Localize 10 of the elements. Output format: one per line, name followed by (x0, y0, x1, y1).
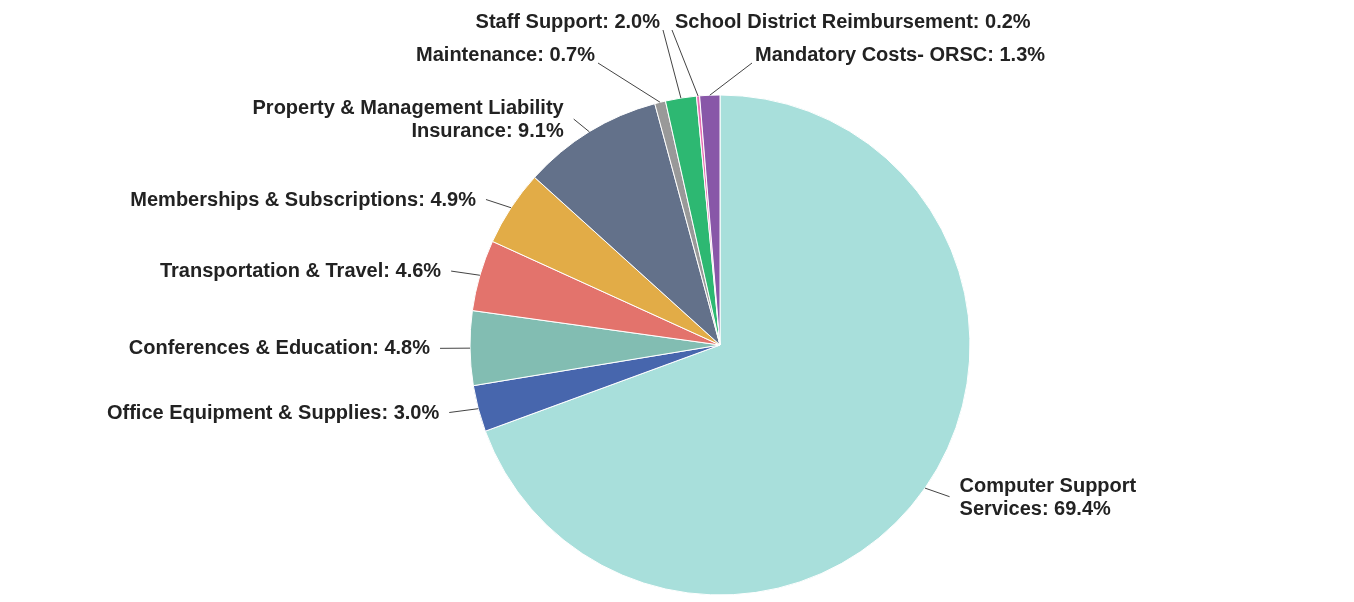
slice-label: School District Reimbursement: 0.2% (675, 10, 1031, 32)
slice-label: Staff Support: 2.0% (475, 10, 661, 32)
slice-label: Office Equipment & Supplies: 3.0% (106, 400, 440, 423)
slice-label: Conferences & Education: 4.8% (128, 336, 431, 359)
slice-label: Transportation & Travel: 4.6% (159, 259, 442, 282)
slice-label: Computer Support Services: 69.4% (959, 473, 1137, 519)
slice-label: Memberships & Subscriptions: 4.9% (130, 187, 477, 210)
slice-label: Mandatory Costs- ORSC: 1.3% (755, 43, 1046, 65)
slice-label: Property & Management Liability Insurance: 9.1% (252, 96, 565, 142)
slice-label: Maintenance: 0.7% (416, 43, 596, 65)
